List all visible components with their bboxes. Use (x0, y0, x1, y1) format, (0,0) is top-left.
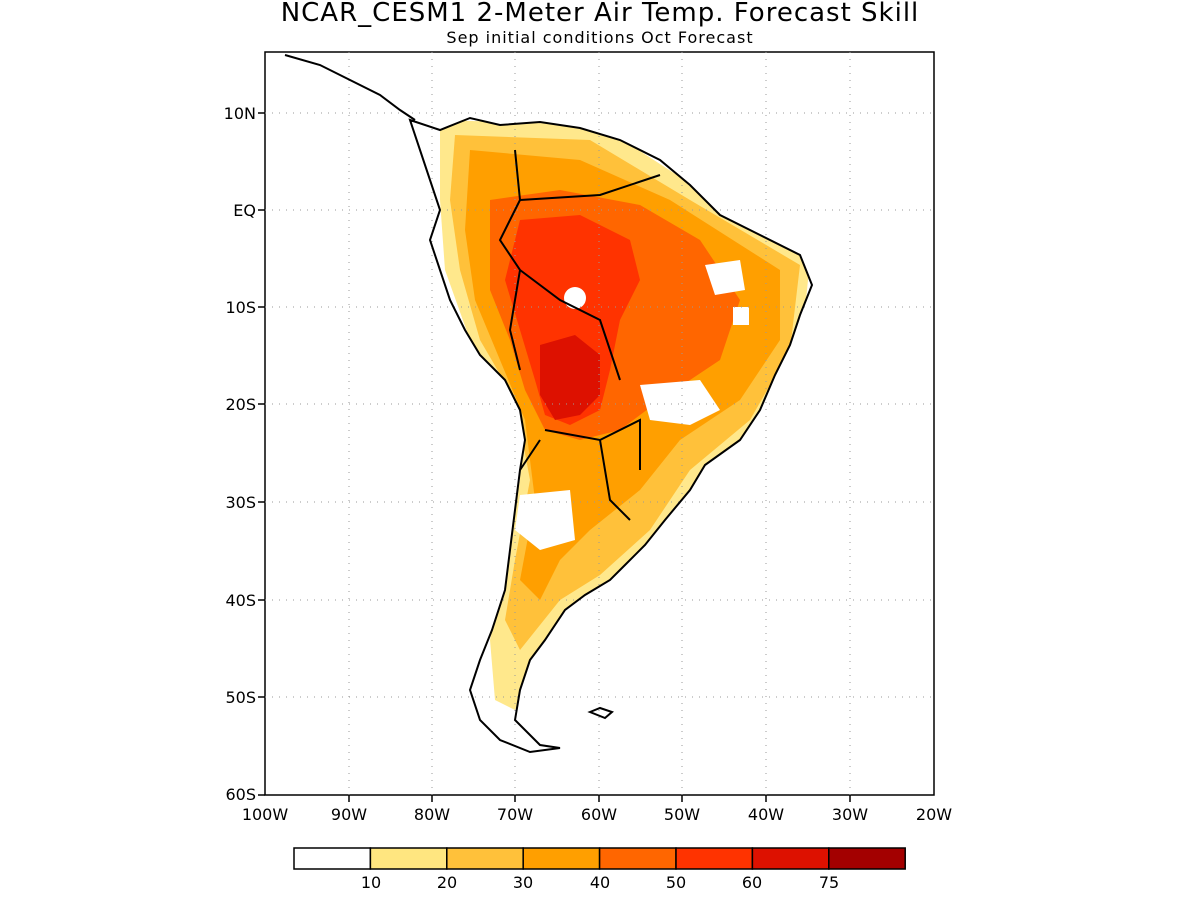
lat-labels: 10N EQ 10S 20S 30S 40S 50S 60S (224, 104, 256, 804)
lat-label: 50S (225, 688, 256, 707)
skill-low-area (640, 380, 720, 425)
lon-label: 80W (414, 805, 450, 824)
colorbar-labels: 10 20 30 40 50 60 75 (361, 873, 839, 892)
colorbar-label: 10 (361, 873, 381, 892)
country-borders (498, 149, 661, 521)
colorbar-label: 50 (666, 873, 686, 892)
colorbar-label: 40 (590, 873, 610, 892)
colorbar-swatch (293, 847, 372, 870)
coastlines (284, 54, 814, 754)
central-america-coastline (284, 54, 416, 121)
skill-contour-60-75 (540, 335, 600, 420)
colorbar-swatch (446, 847, 524, 870)
lon-label: 60W (581, 805, 617, 824)
lat-label: 10N (224, 104, 256, 123)
colorbar-swatch (522, 847, 601, 870)
lon-label: 30W (832, 805, 868, 824)
lon-label: 90W (331, 805, 367, 824)
lon-label: 70W (497, 805, 533, 824)
colorbar-swatch (598, 847, 677, 870)
colorbar-label: 75 (819, 873, 839, 892)
skill-low-area (564, 287, 586, 309)
lat-label: 30S (225, 493, 256, 512)
colorbar-label: 20 (437, 873, 457, 892)
south-america-coastline (408, 116, 814, 754)
skill-low-area (705, 260, 745, 295)
lat-label: 20S (225, 395, 256, 414)
skill-low-area (733, 307, 749, 325)
colorbar (293, 847, 906, 870)
skill-contour-50-60 (505, 215, 640, 425)
skill-low-area (515, 490, 575, 550)
lat-label: EQ (233, 201, 256, 220)
lon-label: 20W (916, 805, 952, 824)
lon-label: 100W (242, 805, 289, 824)
lat-label: 10S (225, 298, 256, 317)
colorbar-swatch (828, 847, 906, 870)
map-title: NCAR_CESM1 2-Meter Air Temp. Forecast Sk… (280, 0, 920, 28)
lat-ticks (258, 112, 265, 796)
lon-labels: 100W 90W 80W 70W 60W 50W 40W 30W 20W (242, 805, 952, 824)
colorbar-swatch (751, 847, 830, 870)
lat-label: 40S (225, 591, 256, 610)
lon-label: 50W (664, 805, 700, 824)
graticule (265, 52, 934, 795)
lat-label: 60S (225, 785, 256, 804)
map-subtitle: Sep initial conditions Oct Forecast (446, 28, 754, 47)
colorbar-label: 60 (742, 873, 762, 892)
colorbar-swatch (369, 847, 448, 870)
falkland-islands (587, 706, 614, 720)
skill-field (440, 120, 810, 710)
lon-ticks (348, 795, 851, 802)
colorbar-swatch (675, 847, 754, 870)
colorbar-label: 30 (513, 873, 533, 892)
lon-label: 40W (748, 805, 784, 824)
